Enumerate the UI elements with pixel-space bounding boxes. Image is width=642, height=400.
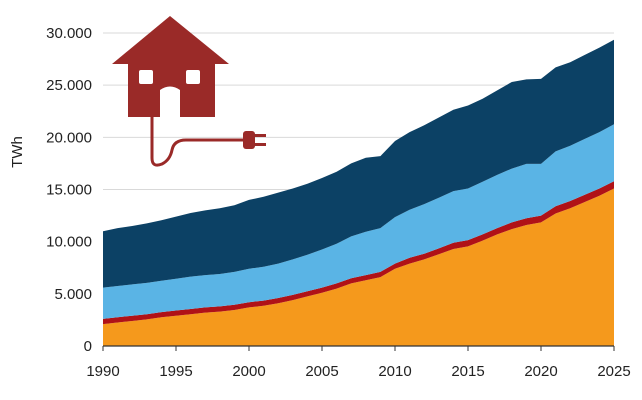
x-tick-label: 2000	[232, 363, 265, 380]
area-series-1	[103, 188, 614, 346]
plug-pin-top	[255, 134, 266, 137]
x-tick-label: 2015	[451, 363, 484, 380]
x-tick-label: 2020	[524, 363, 557, 380]
plug-pin-bottom	[255, 143, 266, 146]
plug-icon	[243, 131, 255, 149]
x-tick-label: 1990	[86, 363, 119, 380]
x-tick-label: 2025	[597, 363, 630, 380]
house-door	[160, 86, 180, 117]
house-window-left	[139, 70, 153, 84]
y-tick-label: 20.000	[46, 129, 92, 146]
area-series-3	[103, 124, 614, 319]
x-tick-label: 1995	[159, 363, 192, 380]
x-tick-label: 2005	[305, 363, 338, 380]
house-with-plug-icon	[112, 16, 266, 167]
house-window-right	[186, 70, 200, 84]
y-axis-title: TWh	[9, 136, 26, 168]
y-tick-label: 10.000	[46, 234, 92, 251]
area-series-4	[103, 39, 614, 288]
y-tick-labels: 0 5.000 10.000 15.000 20.000 25.000 30.000	[46, 25, 92, 355]
y-tick-label: 25.000	[46, 77, 92, 94]
x-tick-label: 2010	[378, 363, 411, 380]
power-cable	[150, 117, 243, 167]
y-tick-label: 30.000	[46, 25, 92, 42]
y-tick-label: 0	[84, 338, 92, 355]
area-series	[103, 39, 614, 346]
y-tick-label: 5.000	[54, 286, 92, 303]
x-tick-labels: 1990 1995 2000 2005 2010 2015 2020 2025	[86, 346, 631, 380]
house-icon	[112, 16, 229, 117]
y-tick-label: 15.000	[46, 182, 92, 199]
